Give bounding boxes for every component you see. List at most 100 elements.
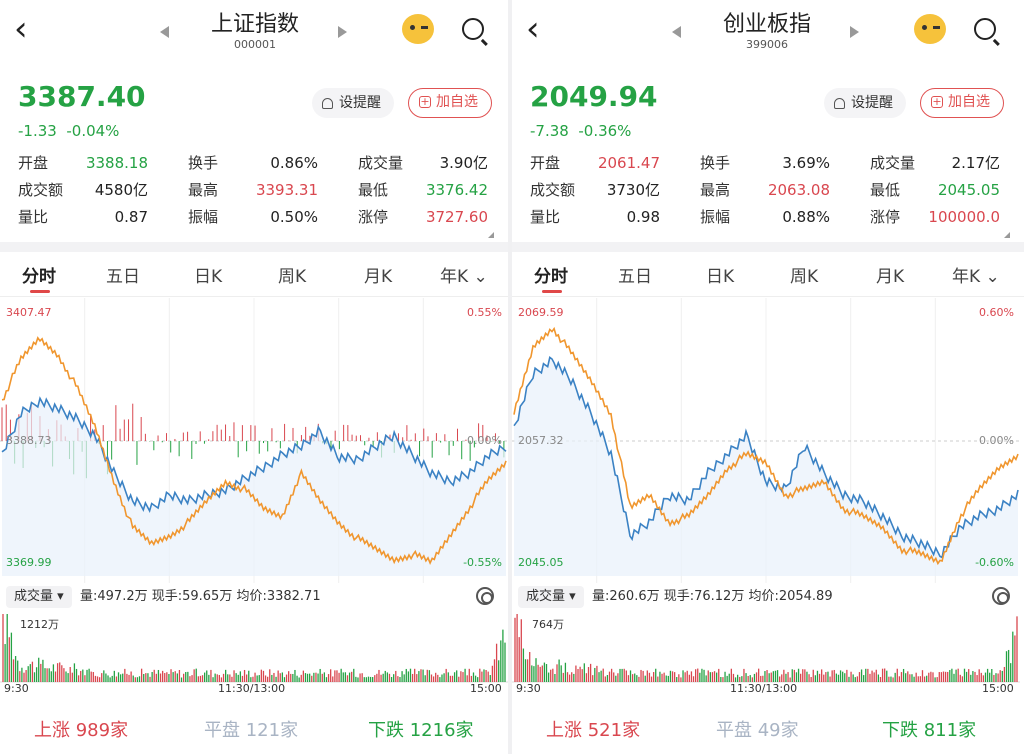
advancers: 上涨 521家 bbox=[546, 720, 641, 741]
stock-code: 399006 bbox=[746, 38, 788, 51]
volume-stats: 量:497.2万 现手:59.65万 均价:3382.71 bbox=[80, 589, 321, 604]
tab-5[interactable]: 年K ⌄ bbox=[952, 267, 1000, 287]
volume-label-time-mid: 11:30/13:00 bbox=[218, 682, 286, 695]
back-arrow-icon[interactable]: ‹ bbox=[14, 9, 28, 49]
search-icon[interactable] bbox=[462, 18, 484, 40]
tab-5[interactable]: 年K ⌄ bbox=[440, 267, 488, 287]
tab-3[interactable]: 周K bbox=[278, 267, 307, 287]
volume-bar-header: 成交量 ▾ 量:497.2万 现手:59.65万 均价:3382.71 bbox=[0, 584, 508, 610]
search-icon[interactable] bbox=[974, 18, 996, 40]
volume-selector[interactable]: 成交量 ▾ bbox=[6, 586, 72, 608]
tab-2[interactable]: 日K bbox=[194, 267, 223, 287]
tab-0[interactable]: 分时 bbox=[534, 267, 568, 287]
set-alert-button[interactable]: 设提醒 bbox=[824, 88, 906, 118]
stat-label: 成交额 bbox=[530, 181, 576, 199]
volume-stats: 量:260.6万 现手:76.12万 均价:2054.89 bbox=[592, 589, 833, 604]
stat-value: 2063.08 bbox=[767, 181, 830, 199]
market-breadth: 上涨 989家 平盘 121家 下跌 1216家 bbox=[0, 706, 508, 746]
tab-0[interactable]: 分时 bbox=[22, 267, 56, 287]
decliners: 下跌 1216家 bbox=[368, 720, 474, 741]
volume-bar-header: 成交量 ▾ 量:260.6万 现手:76.12万 均价:2054.89 bbox=[512, 584, 1024, 610]
stat-value: 2.17亿 bbox=[951, 154, 1000, 172]
stat-label: 换手 bbox=[188, 154, 219, 172]
tab-1[interactable]: 五日 bbox=[618, 267, 652, 287]
price-line bbox=[1, 396, 507, 514]
stat-2-0: 量比 0.87 bbox=[18, 206, 148, 228]
bell-icon bbox=[834, 97, 845, 109]
stat-value: 3730亿 bbox=[606, 181, 660, 199]
add-watchlist-button[interactable]: + 加自选 bbox=[408, 88, 492, 118]
expand-corner-icon[interactable] bbox=[488, 232, 494, 238]
intraday-chart[interactable]: 2069.59 2057.32 2045.05 0.60% 0.00% -0.60% bbox=[512, 298, 1020, 583]
next-stock-icon[interactable] bbox=[338, 26, 347, 38]
stat-0-1: 换手 3.69% bbox=[700, 152, 830, 174]
volume-svg bbox=[0, 614, 508, 683]
stat-value: 100000.0 bbox=[928, 208, 1000, 226]
axis-label-top-pct: 0.60% bbox=[979, 306, 1014, 319]
stat-value: 2061.47 bbox=[597, 154, 660, 172]
intraday-chart[interactable]: 3407.47 3388.73 3369.99 0.55% 0.00% -0.55% bbox=[0, 298, 508, 583]
chinext-index-panel: ‹ 创业板指 399006 2049.94 -7.38 -0.36% 设提醒 +… bbox=[512, 0, 1024, 754]
prev-stock-icon[interactable] bbox=[672, 26, 681, 38]
volume-label-time-mid: 11:30/13:00 bbox=[730, 682, 798, 695]
advancers: 上涨 989家 bbox=[34, 720, 129, 741]
stat-label: 最低 bbox=[358, 181, 389, 199]
tab-1[interactable]: 五日 bbox=[106, 267, 140, 287]
volume-label-time-end: 15:00 bbox=[982, 682, 1014, 695]
chart-tabs: 分时 五日 日K 周K 月K 年K ⌄ bbox=[512, 258, 1024, 294]
volume-svg bbox=[512, 614, 1020, 683]
intraday-svg bbox=[0, 298, 508, 583]
settings-gear-icon[interactable] bbox=[992, 587, 1010, 605]
active-tab-indicator bbox=[542, 290, 562, 293]
price-line bbox=[513, 356, 1019, 559]
prev-stock-icon[interactable] bbox=[160, 26, 169, 38]
avg-line bbox=[513, 326, 1019, 566]
mascot-icon[interactable] bbox=[402, 14, 434, 44]
stat-label: 涨停 bbox=[358, 208, 389, 226]
stat-2-1: 振幅 0.88% bbox=[700, 206, 830, 228]
price-change: -1.33 -0.04% bbox=[18, 122, 120, 140]
add-watchlist-button[interactable]: + 加自选 bbox=[920, 88, 1004, 118]
stat-label: 换手 bbox=[700, 154, 731, 172]
axis-label-top-price: 2069.59 bbox=[518, 306, 564, 319]
mascot-icon[interactable] bbox=[914, 14, 946, 44]
bell-icon bbox=[322, 97, 333, 109]
stat-2-2: 涨停 3727.60 bbox=[358, 206, 488, 228]
axis-label-mid-pct: 0.00% bbox=[979, 434, 1014, 447]
next-stock-icon[interactable] bbox=[850, 26, 859, 38]
axis-label-bottom-pct: -0.55% bbox=[463, 556, 502, 569]
stock-title: 创业板指 bbox=[722, 12, 811, 37]
market-breadth: 上涨 521家 平盘 49家 下跌 811家 bbox=[512, 706, 1024, 746]
volume-chart: 1212万 9:30 11:30/13:00 15:00 bbox=[0, 612, 508, 695]
unchanged: 平盘 121家 bbox=[204, 720, 299, 741]
stat-label: 振幅 bbox=[700, 208, 731, 226]
stat-0-2: 成交量 3.90亿 bbox=[358, 152, 488, 174]
settings-gear-icon[interactable] bbox=[476, 587, 494, 605]
tab-4[interactable]: 月K bbox=[364, 267, 393, 287]
tab-3[interactable]: 周K bbox=[790, 267, 819, 287]
tab-2[interactable]: 日K bbox=[706, 267, 735, 287]
stat-2-2: 涨停 100000.0 bbox=[870, 206, 1000, 228]
axis-label-mid-pct: 0.00% bbox=[467, 434, 502, 447]
current-price: 2049.94 bbox=[530, 80, 658, 113]
stat-1-0: 成交额 4580亿 bbox=[18, 179, 148, 201]
avg-line bbox=[1, 336, 507, 566]
stat-label: 量比 bbox=[18, 208, 49, 226]
volume-selector[interactable]: 成交量 ▾ bbox=[518, 586, 584, 608]
volume-label-vol-max: 764万 bbox=[532, 618, 564, 631]
stat-0-2: 成交量 2.17亿 bbox=[870, 152, 1000, 174]
stat-0-1: 换手 0.86% bbox=[188, 152, 318, 174]
axis-label-mid-price: 2057.32 bbox=[518, 434, 564, 447]
tab-4[interactable]: 月K bbox=[876, 267, 905, 287]
stat-label: 最高 bbox=[700, 181, 731, 199]
stat-label: 成交量 bbox=[358, 154, 404, 172]
stat-1-1: 最高 2063.08 bbox=[700, 179, 830, 201]
back-arrow-icon[interactable]: ‹ bbox=[526, 9, 540, 49]
expand-corner-icon[interactable] bbox=[1004, 232, 1010, 238]
set-alert-button[interactable]: 设提醒 bbox=[312, 88, 394, 118]
stat-value: 0.50% bbox=[270, 208, 318, 226]
volume-label-time-start: 9:30 bbox=[516, 682, 541, 695]
stat-label: 最低 bbox=[870, 181, 901, 199]
chart-tabs: 分时 五日 日K 周K 月K 年K ⌄ bbox=[0, 258, 508, 294]
stat-value: 0.98 bbox=[626, 208, 660, 226]
